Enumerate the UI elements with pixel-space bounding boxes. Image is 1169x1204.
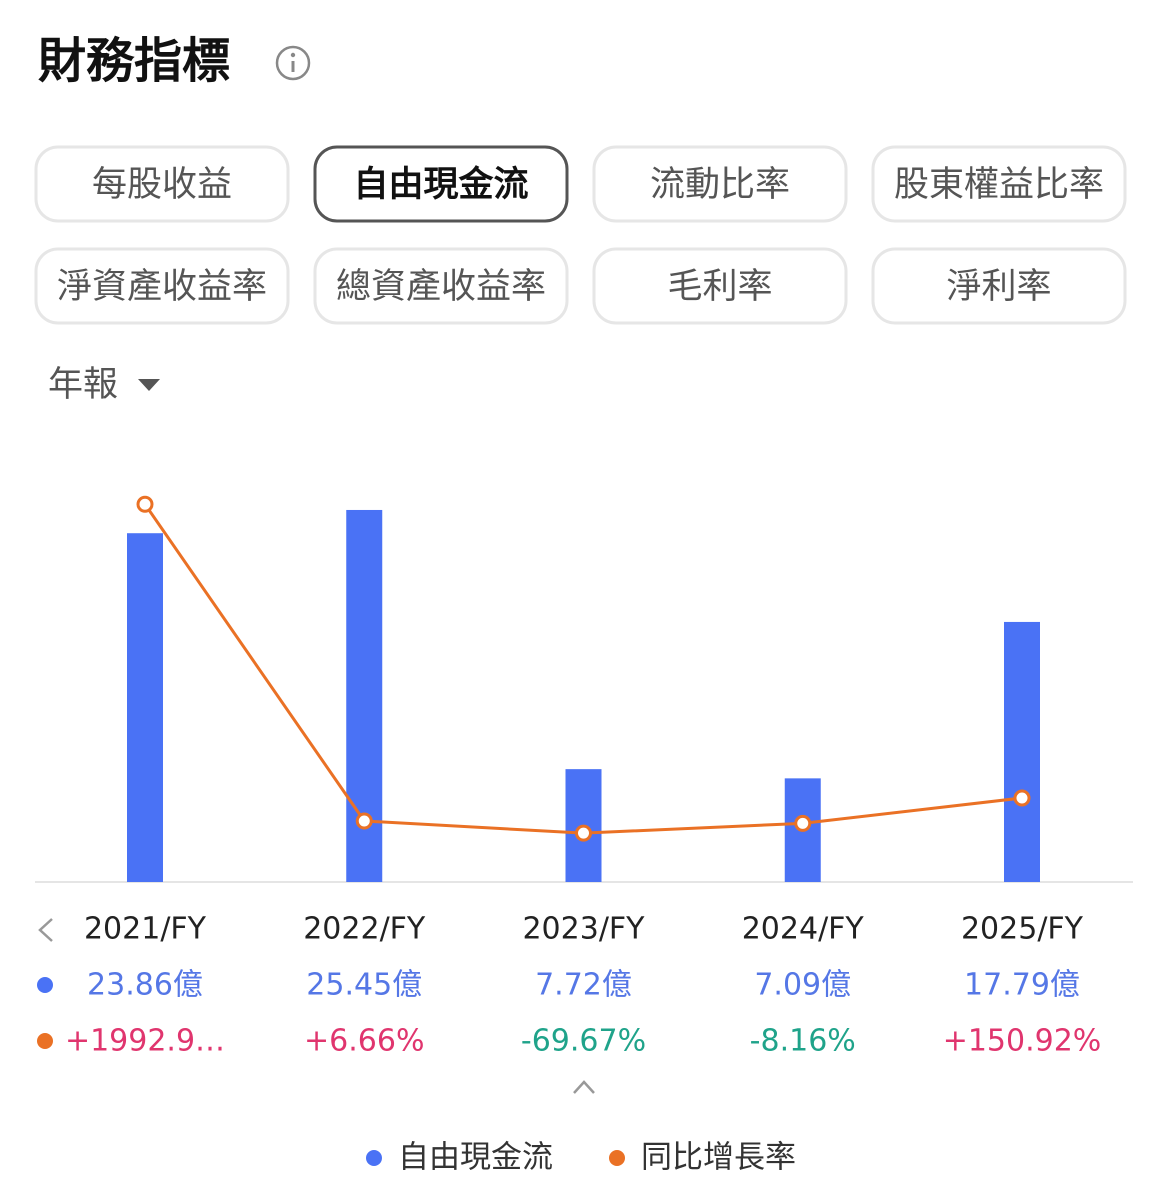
info-icon[interactable] (275, 45, 311, 81)
legend-label: 自由現金流 (398, 1140, 553, 1176)
dropdown-arrow[interactable] (138, 379, 160, 391)
bar (127, 533, 163, 882)
bar (1004, 621, 1040, 882)
fcf-value: 25.45億 (306, 968, 422, 1003)
legend: 自由現金流 同比增長率 (366, 1140, 796, 1176)
tab-box (34, 145, 290, 223)
row-dot (37, 1033, 53, 1049)
tab-label: 毛利率 (667, 267, 772, 307)
x-label: 2023/FY (522, 912, 645, 947)
fcf-value: 7.09億 (754, 968, 851, 1003)
tab-label: 每股收益 (92, 165, 232, 205)
tab-label: 自由現金流 (353, 164, 528, 205)
tab[interactable]: 每股收益 (34, 145, 290, 223)
legend-dot (366, 1150, 382, 1166)
tab-box (313, 145, 569, 223)
fcf-value: 7.72億 (535, 968, 632, 1003)
chart: 2021/FY 23.86億 +1992.9… 2022/FY 25.45億 +6.66%… (37, 495, 1102, 1059)
tab-label: 股東權益比率 (894, 165, 1104, 205)
growth-point (1013, 789, 1031, 807)
tab[interactable]: 毛利率 (592, 247, 848, 325)
tab-label: 總資產收益率 (336, 267, 546, 307)
x-label: 2022/FY (303, 912, 426, 947)
growth-value: +150.92% (943, 1024, 1102, 1059)
title: 財務指標 (38, 33, 230, 89)
tab[interactable]: 流動比率 (592, 145, 848, 223)
tab-box (34, 247, 290, 325)
x-label: 2025/FY (961, 912, 1084, 947)
legend-label: 同比增長率 (641, 1140, 796, 1176)
tab-label: 淨利率 (946, 267, 1051, 307)
period-select[interactable]: 年報 (48, 365, 118, 405)
fcf-value: 17.79億 (964, 968, 1080, 1003)
tab[interactable]: 淨利率 (871, 247, 1127, 325)
x-label: 2024/FY (742, 912, 865, 947)
growth-value: -69.67% (521, 1024, 646, 1059)
tab[interactable]: 自由現金流 (313, 145, 569, 223)
tab-label: 淨資產收益率 (57, 267, 267, 307)
growth-value: +1992.9… (65, 1024, 225, 1059)
fcf-value: 23.86億 (87, 968, 203, 1003)
tab-box (313, 247, 569, 325)
tab-box (871, 145, 1127, 223)
growth-point (355, 812, 373, 830)
growth-value: -8.16% (750, 1024, 856, 1059)
tab-label: 流動比率 (650, 165, 790, 205)
growth-point (794, 814, 812, 832)
growth-value: +6.66% (304, 1024, 424, 1059)
prev-arrow[interactable] (38, 918, 53, 942)
tab[interactable]: 股東權益比率 (871, 145, 1127, 223)
tab-box (592, 247, 848, 325)
legend-dot (609, 1150, 625, 1166)
growth-point (575, 824, 592, 842)
tab[interactable]: 總資產收益率 (313, 247, 569, 325)
growth-point (136, 495, 154, 513)
x-label: 2021/FY (84, 912, 207, 947)
tab[interactable]: 淨資產收益率 (34, 247, 290, 325)
row-dot (37, 977, 53, 993)
tab-box (871, 247, 1127, 325)
collapse-arrow[interactable] (573, 1080, 595, 1094)
tab-box (592, 145, 848, 223)
